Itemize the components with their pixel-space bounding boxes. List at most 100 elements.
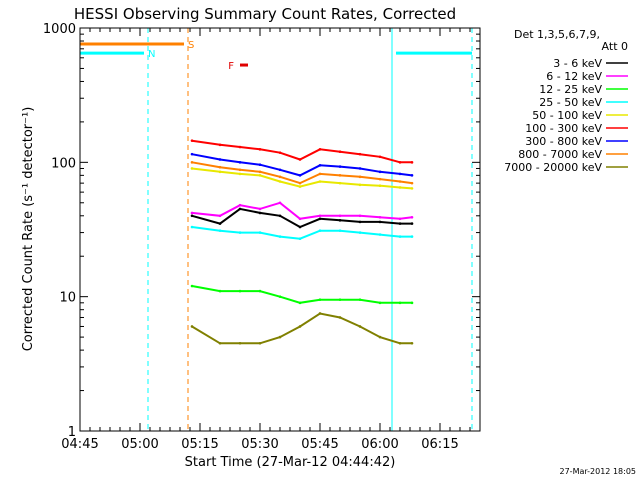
series-point-6-12-kev-3 — [258, 207, 262, 211]
series-point-50-100-kev-9 — [378, 184, 382, 187]
flag-bars-layer: N S F — [80, 40, 472, 72]
y-tick-label: 10 — [59, 291, 76, 306]
series-point-800-7000-kev-2 — [238, 168, 242, 172]
series-point-12-25-kev-2 — [238, 289, 242, 293]
series-point-800-7000-kev-7 — [338, 174, 342, 177]
legend-label-6-12-kev: 6 - 12 keV — [546, 70, 602, 83]
series-point-7000-20000-kev-11 — [410, 341, 414, 345]
series-point-50-100-kev-1 — [218, 170, 222, 174]
x-tick-label: 06:00 — [361, 437, 398, 452]
series-point-25-50-kev-6 — [318, 229, 322, 232]
series-layer — [190, 139, 414, 345]
series-point-300-800-kev-6 — [318, 164, 322, 167]
series-point-7000-20000-kev-1 — [218, 341, 222, 345]
series-point-100-300-kev-8 — [358, 152, 362, 156]
series-point-25-50-kev-3 — [258, 231, 262, 234]
series-point-50-100-kev-0 — [190, 167, 194, 170]
timestamp-footer: 27-Mar-2012 18:05 — [560, 467, 637, 476]
series-point-100-300-kev-3 — [258, 148, 262, 151]
series-point-100-300-kev-2 — [238, 145, 242, 149]
legend-label-50-100-kev: 50 - 100 keV — [532, 109, 602, 122]
series-point-3-6-kev-1 — [218, 222, 222, 225]
series-point-800-7000-kev-0 — [190, 161, 194, 164]
series-point-6-12-kev-7 — [338, 214, 342, 218]
series-point-800-7000-kev-11 — [410, 181, 414, 185]
series-point-12-25-kev-5 — [298, 301, 302, 305]
series-point-300-800-kev-0 — [190, 152, 194, 156]
series-point-6-12-kev-4 — [278, 201, 282, 205]
series-point-7000-20000-kev-3 — [258, 341, 262, 345]
series-point-7000-20000-kev-0 — [190, 325, 194, 328]
series-line-6-12-kev — [191, 201, 413, 220]
series-point-25-50-kev-10 — [398, 235, 402, 238]
series-point-3-6-kev-5 — [298, 225, 302, 229]
series-point-50-100-kev-5 — [298, 185, 302, 188]
series-point-50-100-kev-4 — [278, 180, 282, 183]
series-point-3-6-kev-9 — [378, 220, 382, 224]
series-point-800-7000-kev-10 — [398, 180, 402, 183]
series-point-12-25-kev-11 — [410, 301, 414, 305]
x-tick-label: 05:45 — [301, 437, 338, 452]
series-point-12-25-kev-0 — [190, 284, 194, 288]
detector-header-line-2: Att 0 — [602, 40, 628, 53]
series-point-300-800-kev-7 — [338, 165, 342, 168]
legend-label-12-25-kev: 12 - 25 keV — [539, 83, 602, 96]
series-line-800-7000-kev — [191, 161, 413, 185]
series-point-6-12-kev-11 — [410, 215, 414, 219]
series-point-3-6-kev-3 — [258, 211, 262, 215]
series-point-50-100-kev-6 — [318, 180, 322, 183]
series-point-6-12-kev-8 — [358, 214, 362, 218]
series-point-100-300-kev-10 — [398, 161, 402, 164]
series-point-100-300-kev-9 — [378, 155, 382, 159]
series-point-800-7000-kev-5 — [298, 181, 302, 185]
series-line-50-100-kev — [191, 167, 413, 190]
series-point-100-300-kev-4 — [278, 151, 282, 154]
series-point-50-100-kev-3 — [258, 174, 262, 177]
flag-label-f: F — [228, 61, 234, 72]
series-point-300-800-kev-3 — [258, 163, 262, 167]
series-point-12-25-kev-6 — [318, 298, 322, 301]
series-point-800-7000-kev-1 — [218, 165, 222, 169]
series-line-3-6-kev — [191, 207, 412, 229]
y-axis-label: Corrected Count Rate (s⁻¹ detector⁻¹) — [21, 107, 36, 352]
series-point-3-6-kev-10 — [398, 222, 402, 225]
series-point-7000-20000-kev-7 — [338, 316, 342, 319]
series-point-6-12-kev-6 — [318, 214, 322, 218]
series-point-6-12-kev-2 — [238, 203, 242, 207]
axes-layer: 1 10 100 1000 04:45 05:00 05:15 05:30 05:45 06:00… — [43, 22, 481, 452]
series-point-25-50-kev-2 — [238, 231, 242, 234]
series-point-6-12-kev-5 — [298, 217, 302, 221]
series-point-50-100-kev-7 — [338, 181, 342, 185]
series-point-800-7000-kev-8 — [358, 175, 362, 179]
legend-label-300-800-kev: 300 - 800 keV — [525, 135, 602, 148]
series-point-6-12-kev-0 — [190, 211, 194, 215]
series-point-12-25-kev-10 — [398, 301, 402, 305]
x-tick-label: 05:00 — [121, 437, 158, 452]
series-point-3-6-kev-6 — [318, 217, 322, 221]
x-tick-label: 05:15 — [181, 437, 218, 452]
series-point-25-50-kev-8 — [358, 231, 362, 234]
series-point-25-50-kev-5 — [298, 237, 302, 241]
time-markers-layer — [79, 28, 473, 431]
series-line-100-300-kev — [191, 139, 412, 164]
series-line-7000-20000-kev — [191, 312, 412, 345]
series-point-12-25-kev-3 — [258, 289, 262, 293]
series-point-25-50-kev-4 — [278, 235, 282, 238]
series-point-800-7000-kev-4 — [278, 175, 282, 179]
series-point-6-12-kev-1 — [218, 214, 222, 218]
series-point-300-800-kev-4 — [278, 168, 282, 172]
series-point-6-12-kev-10 — [398, 217, 402, 221]
legend-label-100-300-kev: 100 - 300 keV — [525, 122, 602, 135]
series-point-300-800-kev-1 — [218, 158, 222, 161]
detector-header-line-1: Det 1,3,5,6,7,9, — [514, 28, 600, 41]
series-point-7000-20000-kev-9 — [378, 335, 382, 339]
series-point-12-25-kev-8 — [358, 298, 362, 301]
series-point-100-300-kev-5 — [298, 158, 302, 161]
series-point-800-7000-kev-9 — [378, 177, 382, 181]
series-point-800-7000-kev-6 — [318, 172, 322, 176]
series-point-7000-20000-kev-4 — [278, 335, 282, 339]
series-point-50-100-kev-8 — [358, 183, 362, 187]
series-point-300-800-kev-9 — [378, 170, 382, 174]
series-point-25-50-kev-0 — [190, 225, 194, 229]
x-axis-label: Start Time (27-Mar-12 04:44:42) — [185, 455, 396, 470]
